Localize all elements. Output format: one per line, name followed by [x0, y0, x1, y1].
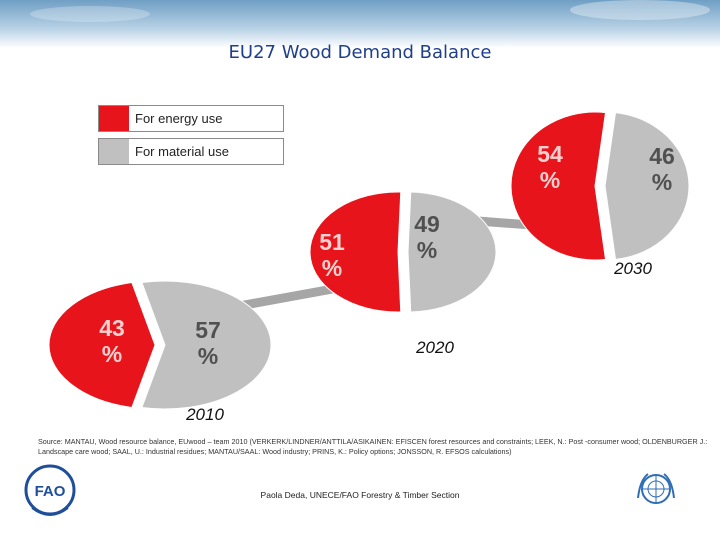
un-logo [637, 473, 675, 504]
pie-2020-slice-energy [309, 191, 402, 313]
pie-2020-slice-material [407, 191, 497, 313]
pie-2010-slice-energy [48, 281, 156, 409]
pie-2030: 54 % 46 % 2030 [510, 111, 690, 278]
legend-entry-energy: For energy use [98, 105, 284, 132]
sky-header-band [0, 0, 720, 48]
pie-2020-label-material: 49% [414, 211, 440, 263]
pie-2030-label-material: 46% [649, 143, 675, 195]
legend-label-material: For material use [135, 144, 229, 159]
slide-title: EU27 Wood Demand Balance [228, 42, 492, 63]
footer-text: Paola Deda, UNECE/FAO Forestry & Timber … [260, 490, 460, 500]
pie-2010-label-material: 57% [195, 317, 221, 369]
legend-label-energy: For energy use [135, 111, 223, 126]
pie-2020: 51 % 49 % 2020 [309, 191, 497, 357]
source-note: Source: MANTAU, Wood resource balance, E… [38, 437, 708, 456]
pie-2030-label-energy: 54% [537, 141, 563, 193]
pie-2010-slice-material [141, 280, 272, 410]
pie-2020-label-energy: 51% [319, 229, 345, 281]
svg-text:FAO: FAO [35, 483, 66, 500]
pie-2030-slice-energy [510, 111, 607, 261]
legend-swatch-material [99, 139, 129, 164]
pie-2030-slice-material [604, 112, 690, 260]
legend-swatch-energy [99, 106, 129, 131]
fao-logo: FAO [24, 464, 76, 516]
pie-2010: 43 % 57 % 2010 [48, 280, 272, 424]
pie-2010-label-energy: 43% [99, 315, 125, 367]
year-label-2010: 2010 [185, 405, 224, 424]
year-label-2030: 2030 [613, 259, 652, 278]
year-label-2020: 2020 [415, 338, 454, 357]
legend-entry-material: For material use [98, 138, 284, 165]
